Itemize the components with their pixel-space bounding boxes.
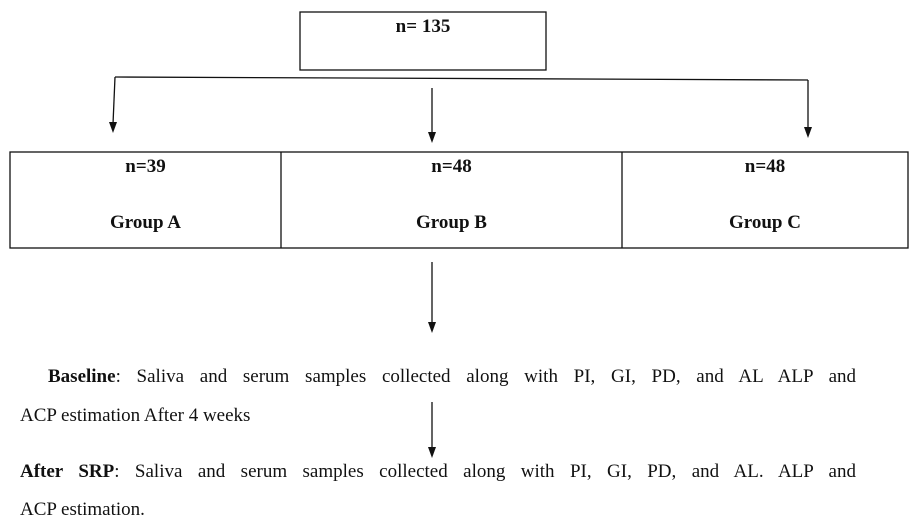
arrowhead bbox=[428, 132, 436, 143]
arrowhead bbox=[428, 322, 436, 333]
group-row bbox=[9, 151, 909, 249]
after-text: : Saliva and serum samples collected alo… bbox=[114, 461, 856, 482]
baseline-text: : Saliva and serum samples collected alo… bbox=[115, 366, 856, 387]
arrowheads bbox=[109, 122, 812, 458]
baseline-line: ACP estimation After 4 weeks bbox=[20, 405, 251, 426]
group-name: Group A bbox=[110, 212, 181, 233]
arrowhead bbox=[428, 447, 436, 458]
arrow bbox=[112, 76, 116, 125]
top-label: n= 135 bbox=[395, 16, 451, 37]
group-count: n=48 bbox=[431, 156, 472, 177]
group-name: Group C bbox=[729, 212, 801, 233]
after-line: ACP estimation. bbox=[20, 499, 145, 520]
arrowhead bbox=[804, 127, 812, 138]
baseline-label: Baseline bbox=[48, 366, 116, 387]
branch-line bbox=[114, 76, 809, 81]
group-name: Group B bbox=[416, 212, 487, 233]
arrowhead bbox=[109, 122, 117, 133]
after-label: After SRP bbox=[20, 461, 115, 482]
top-box bbox=[299, 11, 547, 71]
group-count: n=39 bbox=[125, 156, 166, 177]
group-count: n=48 bbox=[744, 156, 786, 177]
baseline-line: Baseline: Saliva and serum samples colle… bbox=[48, 366, 856, 390]
after-line: After SRP: Saliva and serum samples coll… bbox=[20, 461, 856, 485]
